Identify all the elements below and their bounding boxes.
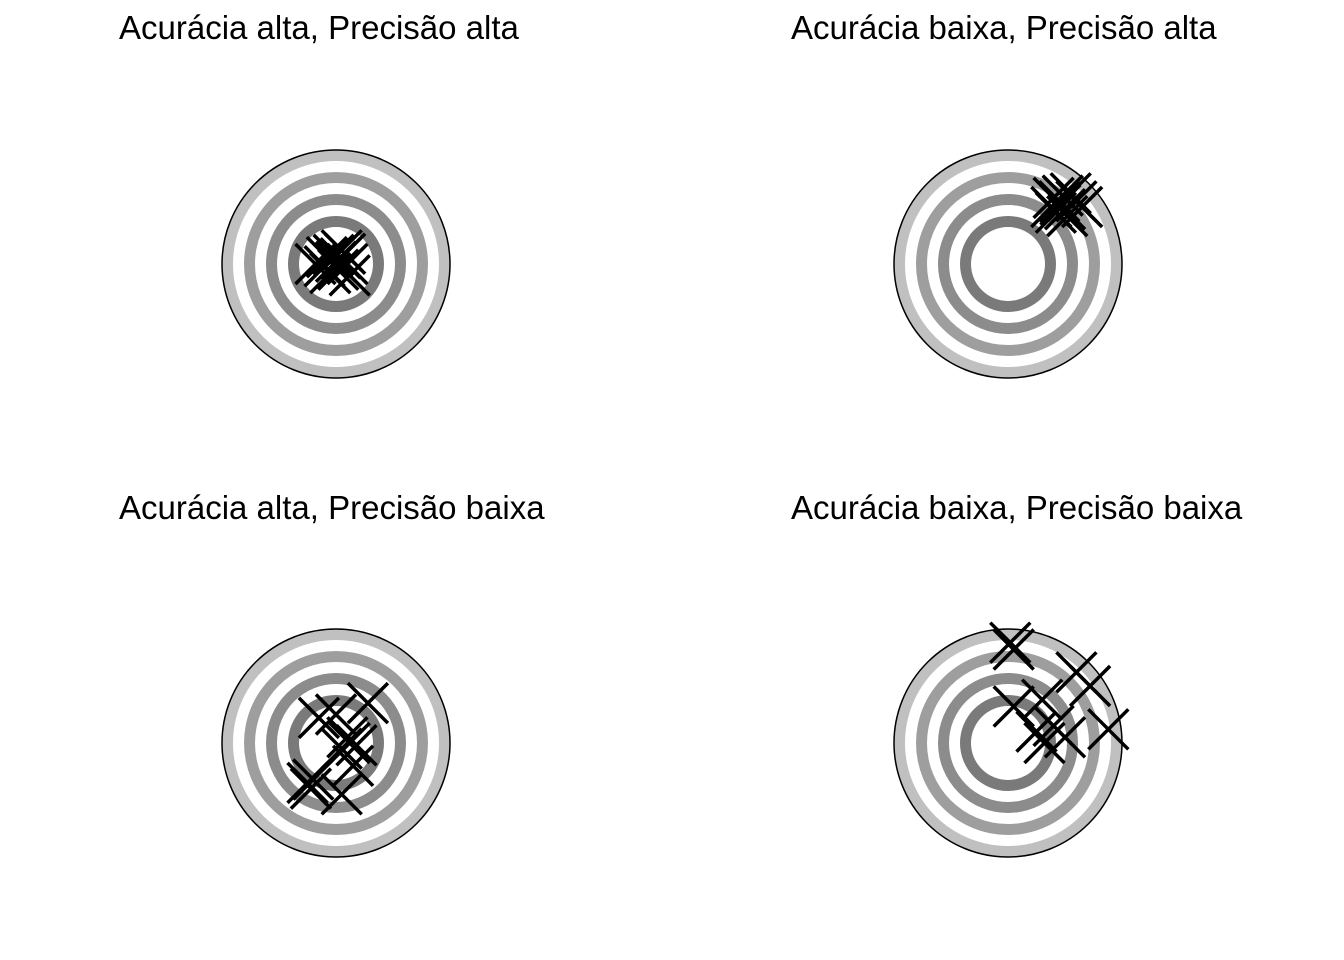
data-point-marker <box>323 232 367 275</box>
target-outline <box>893 149 1123 379</box>
target <box>893 628 1123 858</box>
data-point-marker <box>1015 710 1058 753</box>
target-outline <box>221 149 451 379</box>
data-point-marker <box>314 693 358 736</box>
data-point-marker <box>1034 191 1078 234</box>
data-point-marker <box>1039 183 1082 226</box>
data-point-marker <box>1068 664 1112 708</box>
data-point-marker <box>989 621 1032 664</box>
data-point-marker <box>1060 185 1104 229</box>
data-point-marker <box>294 242 337 286</box>
target-ring <box>971 706 1045 780</box>
data-point-marker <box>331 744 375 788</box>
data-point-marker <box>335 724 378 767</box>
panel-bottom-right: Acurácia baixa, Precisão baixa <box>791 489 1243 858</box>
data-point-marker <box>289 767 333 810</box>
panel-top-right: Acurácia baixa, Precisão alta <box>791 9 1217 379</box>
panel-top-left: Acurácia alta, Precisão alta <box>119 9 520 379</box>
target <box>893 149 1123 379</box>
data-point-marker <box>346 681 390 725</box>
panel-title: Acurácia baixa, Precisão alta <box>791 9 1217 46</box>
data-point-marker <box>1032 704 1075 748</box>
target-ring <box>971 227 1045 301</box>
panel-title: Acurácia alta, Precisão baixa <box>119 489 545 526</box>
target-outline <box>221 628 451 858</box>
data-point-marker <box>297 696 341 740</box>
data-point-marker <box>1046 194 1089 238</box>
data-point-marker <box>992 628 1035 671</box>
panel-title: Acurácia alta, Precisão alta <box>119 9 520 46</box>
data-point-marker <box>1087 708 1130 751</box>
panel-bottom-left: Acurácia alta, Precisão baixa <box>119 489 545 858</box>
panel-title: Acurácia baixa, Precisão baixa <box>791 489 1243 526</box>
data-point-marker <box>305 235 349 279</box>
data-point-marker <box>291 758 335 801</box>
